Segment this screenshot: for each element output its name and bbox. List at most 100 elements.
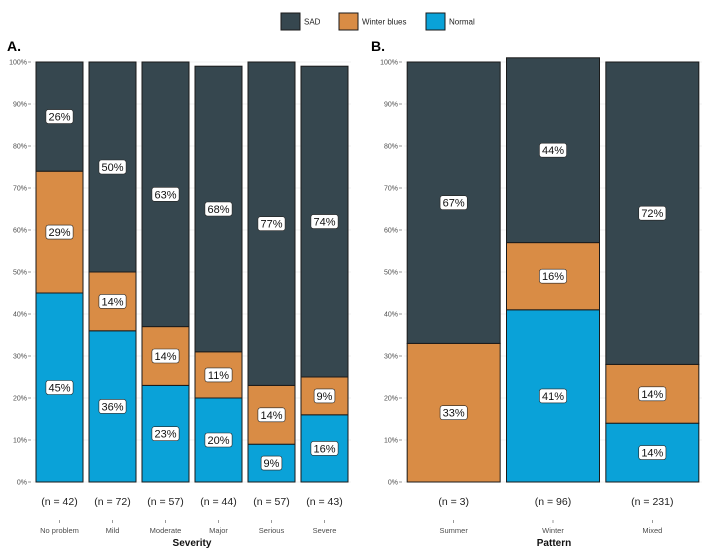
n-label-1-2: (n = 231) xyxy=(631,496,673,508)
x-tick-label-0-2: Moderate xyxy=(150,526,182,535)
data-label-1-2-2-box xyxy=(638,205,667,221)
data-label-0-2-1-box xyxy=(151,348,180,364)
data-label-0-2-1: 14% xyxy=(154,351,176,363)
n-label-0-0: (n = 42) xyxy=(41,496,77,508)
data-label-1-1-1-box xyxy=(539,268,567,284)
data-label-1-2-1: 14% xyxy=(641,389,663,401)
data-label-1-1-0: 41% xyxy=(542,391,564,403)
data-label-1-0-1-box xyxy=(439,405,468,421)
y-tick-label-1-9: 90% xyxy=(384,102,398,109)
x-tick-label-0-3: Major xyxy=(209,526,228,535)
data-label-0-4-0-box xyxy=(260,455,283,471)
data-label-0-5-1: 9% xyxy=(317,391,333,403)
y-tick-label-1-7: 70% xyxy=(384,186,398,193)
data-label-0-5-2: 74% xyxy=(313,217,335,229)
legend-swatch-2 xyxy=(425,12,446,31)
data-label-0-3-1: 11% xyxy=(208,370,229,382)
y-tick-label-0-8: 80% xyxy=(13,144,27,151)
legend-swatch-0 xyxy=(280,12,301,31)
data-label-1-2-2: 72% xyxy=(641,208,663,220)
x-tick-label-0-5: Severe xyxy=(313,526,337,535)
y-tick-label-1-1: 10% xyxy=(384,438,398,445)
y-tick-label-0-7: 70% xyxy=(13,186,27,193)
data-label-0-1-2: 50% xyxy=(101,162,123,174)
n-label-0-3: (n = 44) xyxy=(200,496,236,508)
data-label-0-5-0-box xyxy=(310,441,339,456)
data-label-0-4-1: 14% xyxy=(260,410,282,422)
y-tick-label-1-4: 40% xyxy=(384,312,398,319)
data-label-0-1-1-box xyxy=(98,294,127,309)
data-label-0-1-0: 36% xyxy=(101,401,123,413)
x-tick-label-1-2: Mixed xyxy=(642,526,662,535)
data-label-0-4-2: 77% xyxy=(260,219,282,231)
data-label-0-2-0: 23% xyxy=(154,429,176,441)
y-tick-label-0-9: 90% xyxy=(13,102,27,109)
data-label-0-4-2-box xyxy=(257,216,286,231)
y-tick-label-1-5: 50% xyxy=(384,270,398,277)
data-label-0-0-1-box xyxy=(45,224,74,240)
panel-tag-1: B. xyxy=(371,38,385,54)
data-label-0-0-2-box xyxy=(45,109,74,124)
y-tick-label-1-8: 80% xyxy=(384,144,398,151)
x-tick-label-0-0: No problem xyxy=(40,526,79,535)
y-tick-label-0-1: 10% xyxy=(13,438,27,445)
data-label-0-2-2-box xyxy=(151,187,180,202)
legend-label-2: Normal xyxy=(449,18,475,27)
y-tick-label-1-6: 60% xyxy=(384,228,398,235)
x-tick-label-0-4: Serious xyxy=(259,526,285,535)
data-label-0-2-0-box xyxy=(151,426,180,442)
data-label-0-4-0: 9% xyxy=(264,458,280,470)
panel-tag-0: A. xyxy=(7,38,21,54)
data-label-0-5-0: 16% xyxy=(313,443,335,455)
data-label-1-2-0-box xyxy=(638,445,667,460)
x-tick-label-0-1: Mild xyxy=(106,526,120,535)
n-label-0-4: (n = 57) xyxy=(253,496,289,508)
y-tick-label-1-3: 30% xyxy=(384,354,398,361)
data-label-0-1-1: 14% xyxy=(101,296,123,308)
y-tick-label-0-0: 0% xyxy=(17,480,27,487)
data-label-0-3-2: 68% xyxy=(207,204,229,216)
data-label-0-3-1-box xyxy=(204,367,233,383)
y-tick-label-0-10: 100% xyxy=(9,60,27,67)
x-axis-title-1: Pattern xyxy=(537,538,571,549)
data-label-1-0-2-box xyxy=(439,195,468,210)
y-tick-label-0-3: 30% xyxy=(13,354,27,361)
legend-swatch-1 xyxy=(338,12,359,31)
data-label-0-3-0: 20% xyxy=(207,435,229,447)
n-label-1-1: (n = 96) xyxy=(535,496,571,508)
data-label-0-0-1: 29% xyxy=(48,227,70,239)
data-label-1-0-1: 33% xyxy=(443,408,465,420)
data-label-0-1-0-box xyxy=(98,399,127,414)
data-label-1-1-0-box xyxy=(539,388,567,404)
y-tick-label-0-5: 50% xyxy=(13,270,27,277)
x-tick-label-1-0: Summer xyxy=(439,526,468,535)
data-label-1-1-1: 16% xyxy=(542,271,564,283)
n-label-0-1: (n = 72) xyxy=(94,496,130,508)
data-label-0-0-2: 26% xyxy=(48,112,70,124)
n-label-1-0: (n = 3) xyxy=(438,496,469,508)
y-tick-label-0-2: 20% xyxy=(13,396,27,403)
y-tick-label-1-0: 0% xyxy=(388,480,398,487)
x-tick-label-1-1: Winter xyxy=(542,526,564,535)
data-label-0-0-0-box xyxy=(45,380,74,395)
y-tick-label-0-4: 40% xyxy=(13,312,27,319)
data-label-0-0-0: 45% xyxy=(48,383,70,395)
y-tick-label-0-6: 60% xyxy=(13,228,27,235)
data-label-1-0-2: 67% xyxy=(443,198,465,210)
data-label-0-5-1-box xyxy=(313,388,336,404)
x-axis-title-0: Severity xyxy=(173,538,212,549)
data-label-0-3-0-box xyxy=(204,432,233,448)
y-tick-label-1-2: 20% xyxy=(384,396,398,403)
y-tick-label-1-10: 100% xyxy=(380,60,398,67)
data-label-0-2-2: 63% xyxy=(154,189,176,201)
data-label-1-1-2: 44% xyxy=(542,145,564,157)
data-label-1-1-2-box xyxy=(539,142,567,158)
n-label-0-5: (n = 43) xyxy=(306,496,342,508)
legend-label-1: Winter blues xyxy=(362,18,406,27)
data-label-0-5-2-box xyxy=(310,214,339,229)
data-label-1-2-1-box xyxy=(638,386,667,402)
legend-label-0: SAD xyxy=(304,18,321,27)
n-label-0-2: (n = 57) xyxy=(147,496,183,508)
data-label-0-1-2-box xyxy=(98,159,127,175)
